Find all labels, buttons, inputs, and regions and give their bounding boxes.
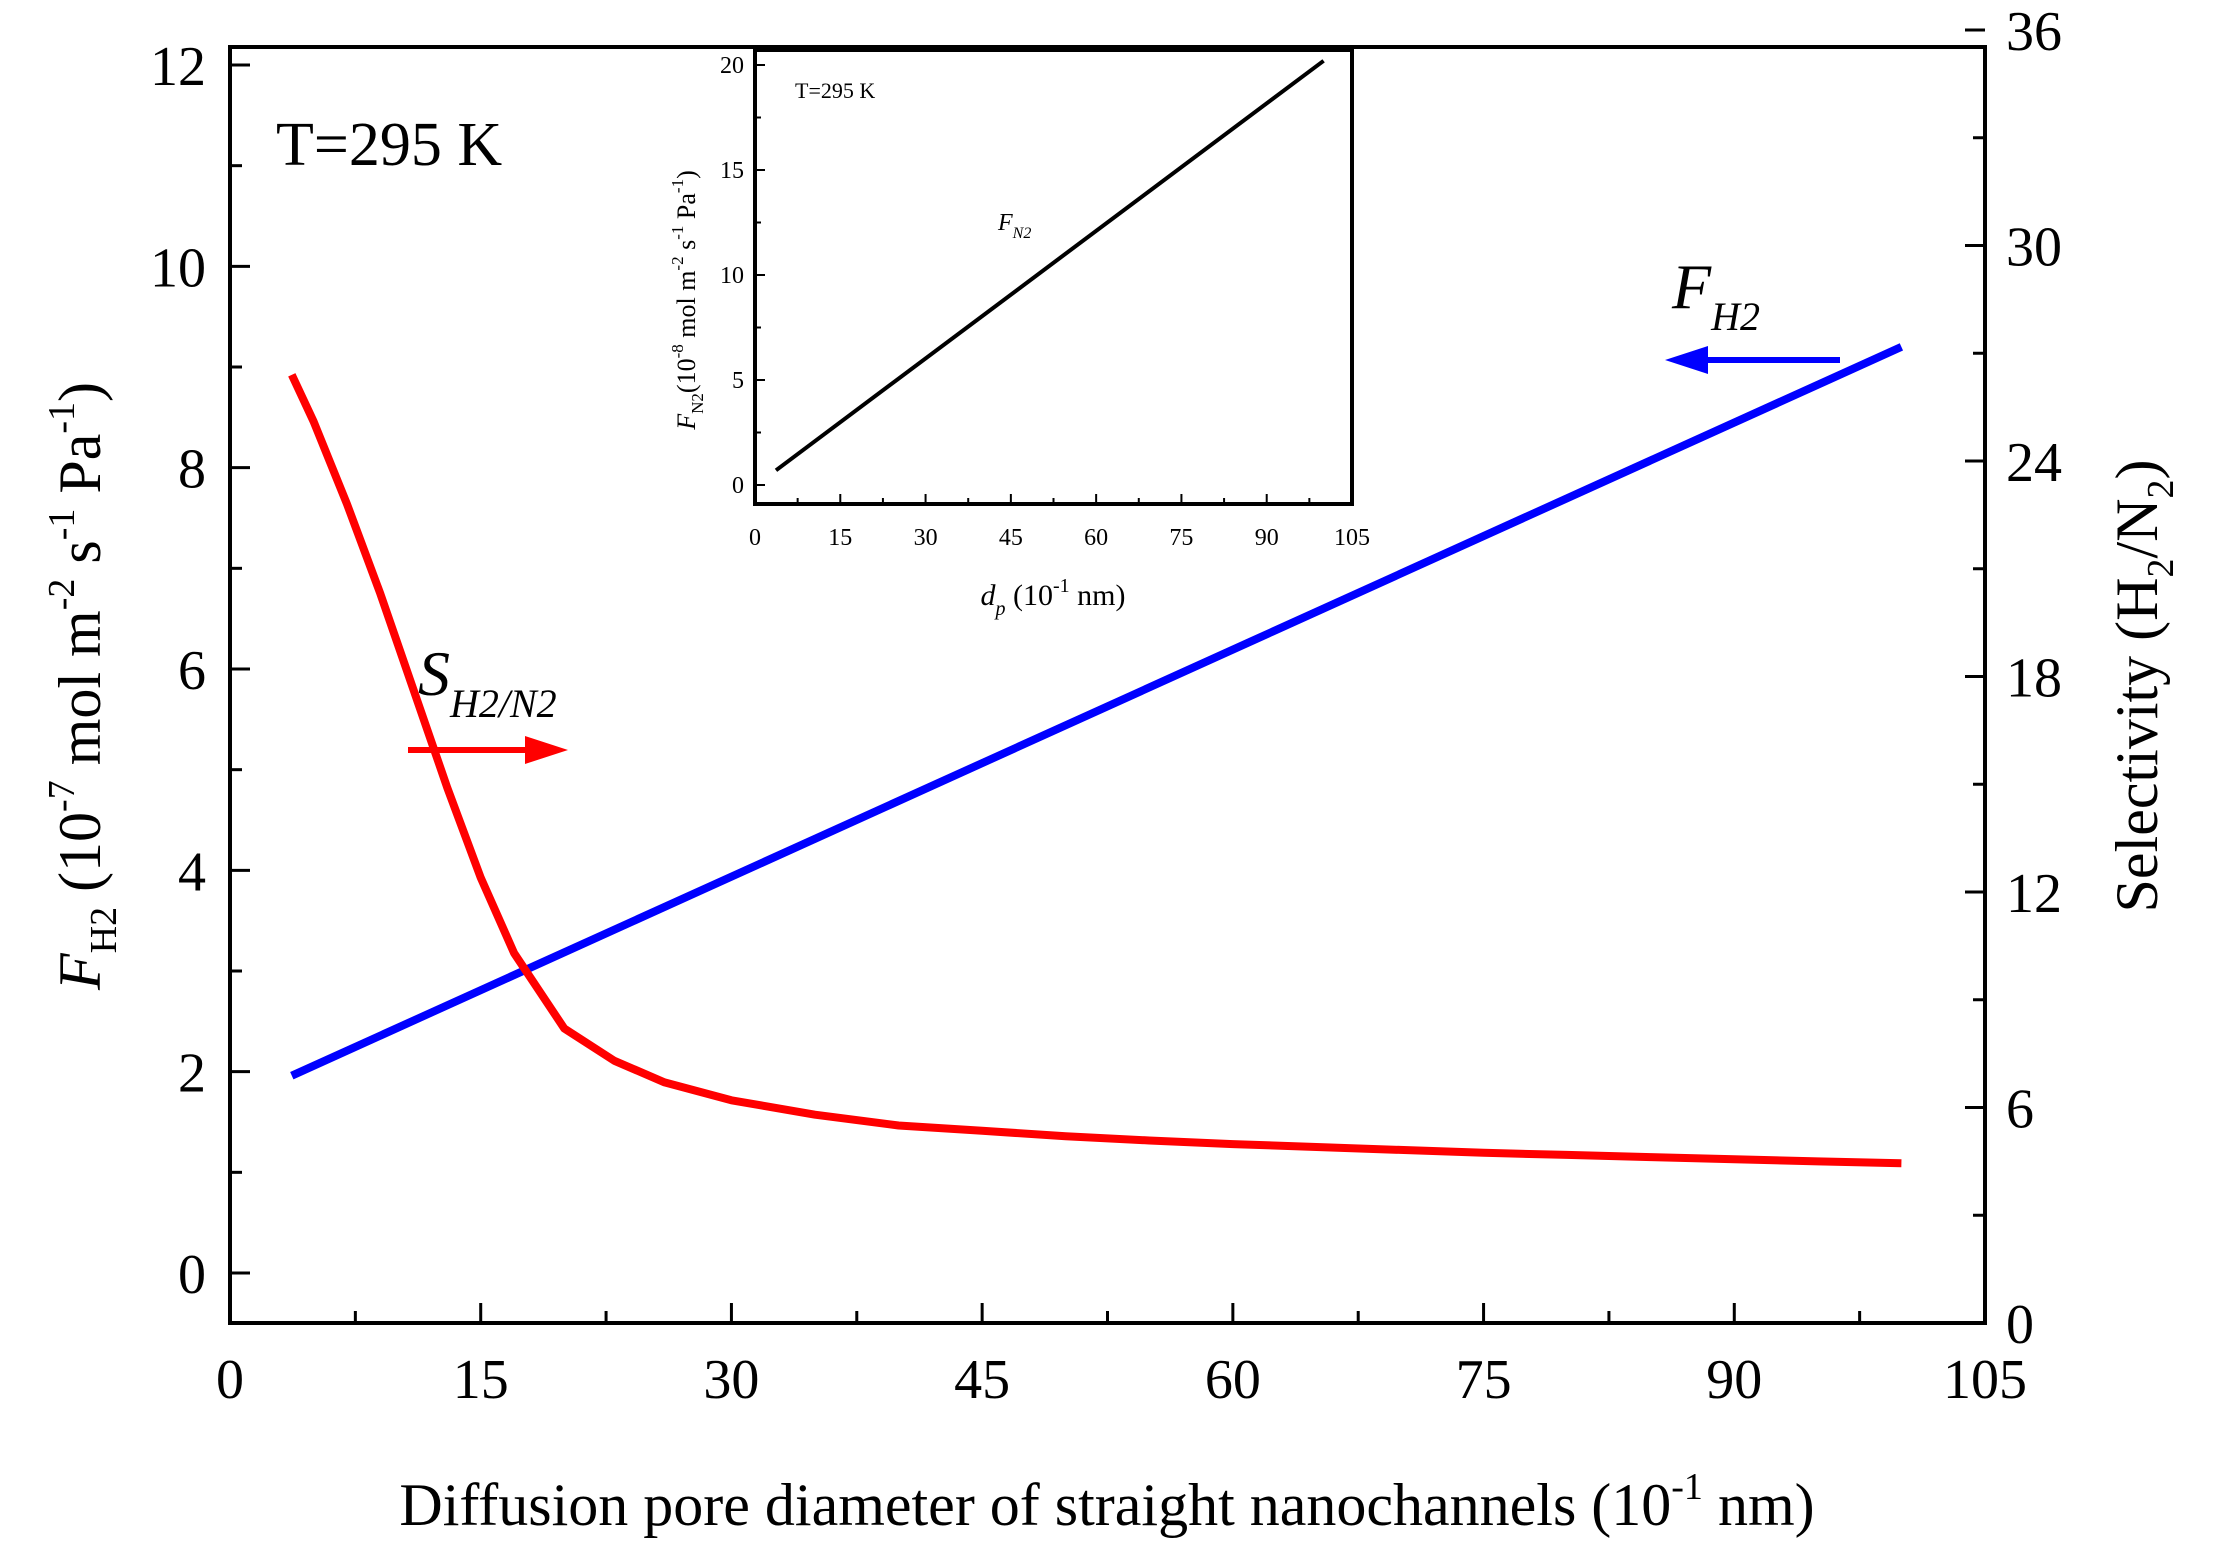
inset-y-tick-label: 20 — [720, 53, 744, 79]
inset-series-label-fn2: FN2 — [997, 210, 1031, 242]
right-y-tick-label: 6 — [2006, 1079, 2034, 1141]
series-line-fh2 — [290, 343, 1904, 1080]
right-y-tick-label: 36 — [2006, 1, 2062, 63]
inset-y-tick-label: 10 — [720, 263, 744, 289]
inset-x-axis-title: dp (10-1 nm) — [981, 575, 1126, 620]
inset-temperature-annotation: T=295 K — [795, 78, 875, 103]
x-tick-label: 15 — [453, 1349, 509, 1411]
left-y-tick-label: 8 — [178, 439, 206, 501]
left-y-tick-label: 12 — [150, 36, 206, 98]
series-label-selectivity: SH2/N2 — [418, 638, 557, 726]
x-tick-label: 30 — [703, 1349, 759, 1411]
inset-y-tick-label: 0 — [732, 473, 744, 499]
right-y-tick-label: 18 — [2006, 648, 2062, 710]
x-axis-title: Diffusion pore diameter of straight nano… — [399, 1466, 1814, 1538]
series-label-fh2: FH2 — [1671, 251, 1760, 339]
x-tick-label: 0 — [216, 1349, 244, 1411]
x-tick-label: 90 — [1706, 1349, 1762, 1411]
left-y-tick-label: 0 — [178, 1244, 206, 1306]
left-y-tick-label: 4 — [178, 841, 206, 903]
left-y-axis-title: FH2 (10-7 mol m-2 s-1 Pa-1) — [41, 382, 125, 991]
right-y-tick-label: 30 — [2006, 217, 2062, 279]
selectivity-axis-arrowhead — [525, 736, 568, 764]
fh2-axis-arrowhead — [1665, 346, 1708, 374]
inset-y-tick-label: 5 — [732, 368, 744, 394]
inset-y-axis-title: FN2(10-8 mol m-2 s-1 Pa-1) — [668, 170, 707, 431]
inset-x-tick-label: 15 — [828, 525, 852, 551]
x-tick-label: 45 — [954, 1349, 1010, 1411]
x-tick-label: 75 — [1456, 1349, 1512, 1411]
inset-plot-frame — [753, 48, 1354, 506]
inset-axes-ticks: 0 15 30 45 60 75 90 105 0 5 10 15 20 — [720, 53, 1370, 551]
series-line-selectivity — [288, 373, 1902, 1168]
x-tick-label: 105 — [1943, 1349, 2027, 1411]
left-y-tick-label: 6 — [178, 640, 206, 702]
x-tick-label: 60 — [1205, 1349, 1261, 1411]
inset-x-tick-label: 45 — [999, 525, 1023, 551]
inset-plot-lines — [774, 59, 1325, 472]
right-y-tick-label: 0 — [2006, 1294, 2034, 1356]
inset-series-line-fn2 — [774, 59, 1325, 472]
left-y-tick-label: 2 — [178, 1043, 206, 1105]
inset-y-tick-label: 15 — [720, 158, 744, 184]
inset-x-tick-label: 30 — [914, 525, 938, 551]
main-plot-lines — [288, 343, 1904, 1168]
left-y-tick-label: 10 — [150, 237, 206, 299]
inset-x-tick-label: 75 — [1169, 525, 1193, 551]
inset-x-tick-label: 0 — [749, 525, 761, 551]
temperature-annotation: T=295 K — [276, 111, 502, 179]
inset-x-tick-label: 105 — [1334, 525, 1370, 551]
right-y-tick-label: 24 — [2006, 432, 2062, 494]
inset-x-tick-label: 60 — [1084, 525, 1108, 551]
right-y-axis-title: Selectivity (H2/N2) — [2104, 460, 2182, 913]
inset-x-tick-label: 90 — [1255, 525, 1279, 551]
right-y-tick-label: 12 — [2006, 863, 2062, 925]
